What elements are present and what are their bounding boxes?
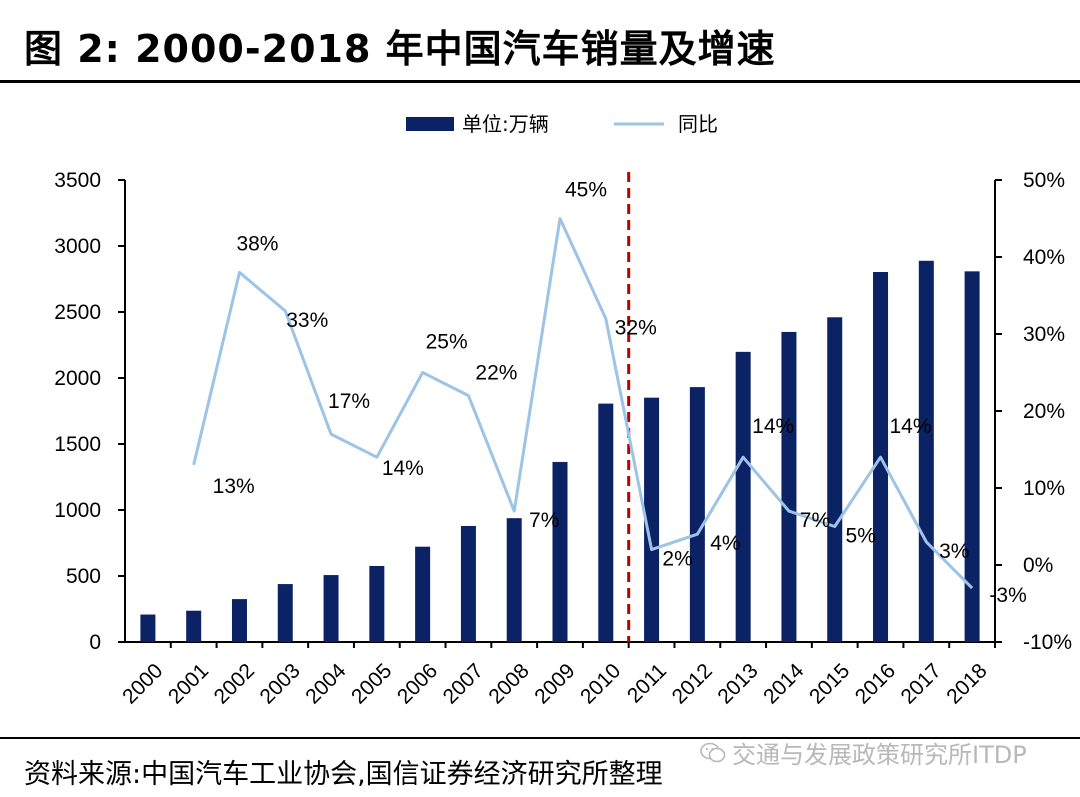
left-tick-label: 500	[66, 565, 101, 588]
x-tick-label: 2001	[164, 659, 213, 708]
sales-bar	[735, 351, 751, 642]
x-tick-label: 2003	[256, 659, 305, 708]
left-tick-label: 1500	[54, 433, 101, 456]
growth-data-label: 7%	[800, 509, 830, 532]
x-tick-label: 2013	[713, 659, 762, 708]
x-tick-label: 2009	[530, 659, 579, 708]
sales-bar	[964, 271, 980, 642]
sales-growth-chart: 单位:万辆 同比 0 500 1000 1500 2000 2500 3000 3500 -10…	[54, 112, 1072, 709]
x-tick-label: 2015	[805, 659, 854, 708]
sales-bar	[689, 387, 705, 642]
left-tick-label: 3000	[54, 235, 101, 258]
x-tick-label: 2007	[439, 659, 488, 708]
growth-data-label: 7%	[529, 509, 559, 532]
x-tick-label: 2018	[942, 659, 991, 708]
growth-line	[192, 217, 974, 590]
growth-data-label: 25%	[426, 331, 468, 354]
x-tick-label: 2006	[393, 659, 442, 708]
legend-bar-swatch	[406, 117, 454, 131]
growth-data-label: 5%	[846, 525, 876, 548]
sales-bar	[415, 546, 431, 642]
left-tick-label: 0	[89, 631, 101, 654]
growth-data-label: 22%	[475, 362, 517, 385]
growth-data-label: 17%	[328, 390, 370, 413]
sales-bar	[231, 599, 247, 642]
left-tick-label: 2000	[54, 367, 101, 390]
right-tick-label: 10%	[1023, 477, 1065, 500]
sales-bar	[140, 614, 156, 642]
growth-data-label: 3%	[939, 540, 969, 563]
sales-bar	[460, 525, 476, 642]
wechat-icon	[700, 742, 726, 762]
growth-data-label: 14%	[382, 457, 424, 480]
right-tick-label: 40%	[1023, 246, 1065, 269]
sales-bar	[827, 317, 843, 642]
growth-data-label: -3%	[989, 584, 1026, 607]
top-rule	[0, 80, 1080, 83]
sales-bar	[323, 575, 339, 642]
bottom-rule	[0, 737, 1080, 739]
left-tick-label: 1000	[54, 499, 101, 522]
watermark-text: 交通与发展政策研究所ITDP	[732, 741, 1027, 769]
source-note: 资料来源:中国汽车工业协会,国信证券经济研究所整理	[24, 759, 663, 790]
right-tick-label: -10%	[1023, 631, 1072, 654]
sales-bar	[918, 260, 934, 642]
growth-data-label: 13%	[213, 475, 255, 498]
sales-bar	[506, 518, 522, 642]
x-tick-label: 2014	[759, 659, 809, 709]
legend: 单位:万辆 同比	[406, 112, 718, 136]
growth-data-label: 32%	[615, 317, 657, 340]
legend-line-label: 同比	[678, 112, 718, 136]
growth-data-label: 14%	[752, 415, 794, 438]
legend-bar-label: 单位:万辆	[462, 112, 549, 136]
sales-bar	[598, 403, 614, 642]
x-tick-label: 2012	[668, 659, 717, 708]
left-tick-label: 3500	[54, 169, 101, 192]
growth-data-label: 4%	[710, 532, 740, 555]
growth-data-label: 2%	[662, 548, 692, 571]
x-tick-label: 2002	[210, 659, 259, 708]
watermark: 交通与发展政策研究所ITDP	[700, 735, 1027, 770]
x-tick-label: 2005	[347, 659, 396, 708]
x-tick-label: 2017	[897, 659, 946, 708]
right-tick-label: 50%	[1023, 169, 1065, 192]
sales-bar	[644, 397, 660, 642]
right-tick-label: 0%	[1023, 554, 1053, 577]
sales-bar	[277, 584, 293, 642]
growth-data-label: 45%	[565, 179, 607, 202]
x-tick-label: 2011	[623, 659, 671, 707]
sales-bar	[186, 610, 202, 642]
x-tick-label: 2004	[301, 659, 351, 709]
x-tick-label: 2010	[576, 659, 625, 708]
left-tick-label: 2500	[54, 301, 101, 324]
sales-bar	[369, 565, 385, 642]
x-tick-label: 2008	[484, 659, 533, 708]
page-title: 图 2: 2000-2018 年中国汽车销量及增速	[24, 27, 776, 71]
sales-bar	[781, 331, 797, 642]
growth-data-label: 38%	[236, 232, 278, 255]
growth-data-label: 33%	[286, 309, 328, 332]
sales-bar	[552, 461, 568, 642]
x-tick-label: 2000	[118, 659, 167, 708]
right-tick-label: 20%	[1023, 400, 1065, 423]
growth-data-label: 14%	[890, 415, 932, 438]
x-tick-label: 2016	[851, 659, 900, 708]
right-tick-label: 30%	[1023, 323, 1065, 346]
